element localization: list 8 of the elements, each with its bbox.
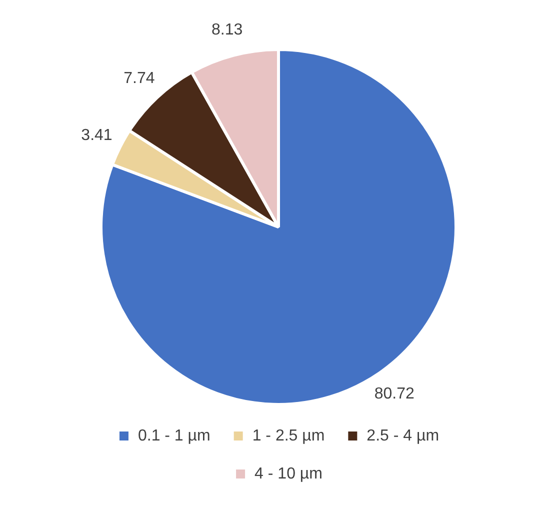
- data-label: 3.41: [81, 126, 112, 144]
- legend-label: 0.1 - 1 µm: [138, 427, 210, 444]
- data-label: 7.74: [124, 70, 155, 88]
- data-label: 8.13: [212, 22, 243, 39]
- legend-label: 1 - 2.5 µm: [252, 427, 325, 444]
- legend-label: 2.5 - 4 µm: [366, 427, 440, 444]
- data-label: 80.72: [374, 386, 414, 403]
- legend-label: 4 - 10 µm: [254, 465, 322, 482]
